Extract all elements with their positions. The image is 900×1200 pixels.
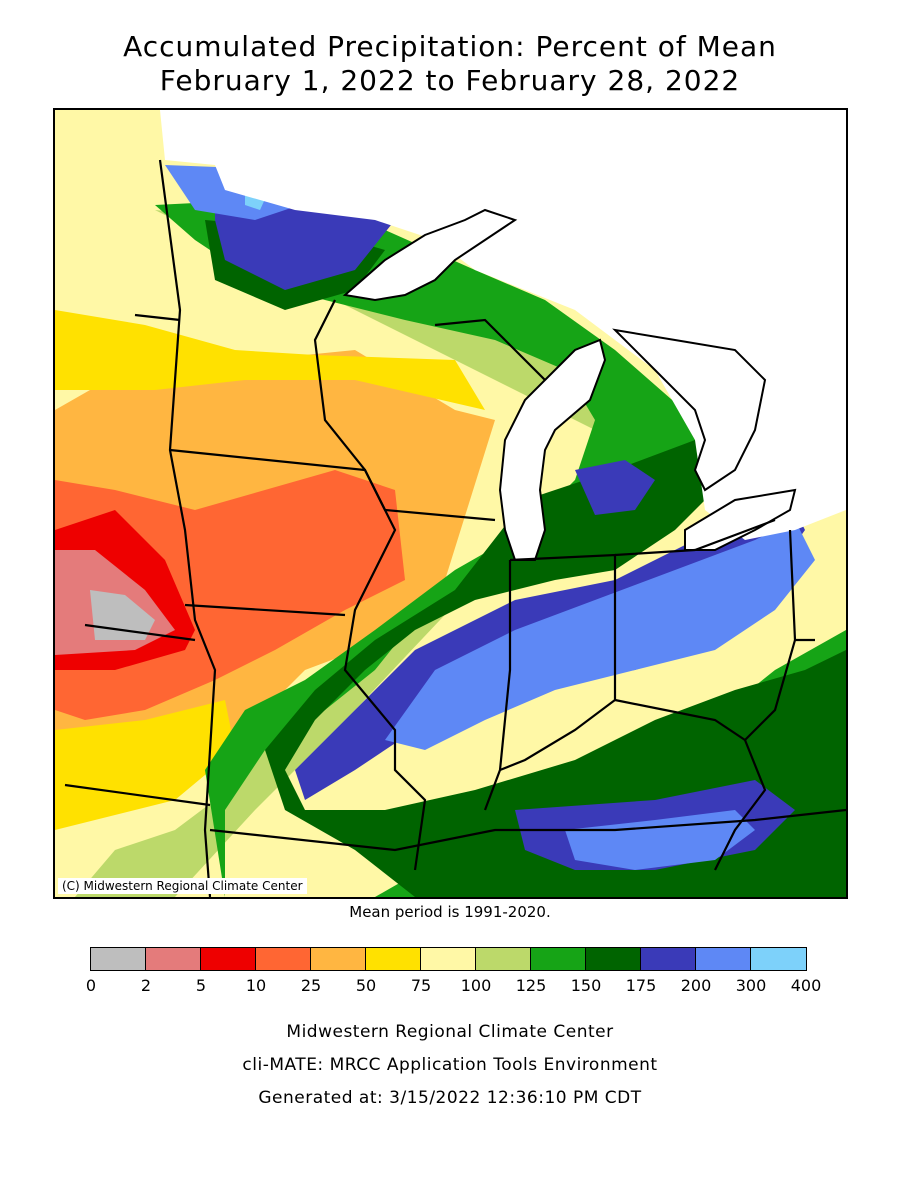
legend-color-bar: [90, 947, 807, 971]
border-2: [134, 313, 181, 322]
legend-tick-label: 100: [460, 976, 492, 995]
state-boundaries: [64, 159, 846, 897]
legend-tick-label: 400: [790, 976, 822, 995]
legend-tick-label: 10: [245, 976, 267, 995]
border-8: [313, 299, 427, 871]
color-legend: [90, 947, 807, 971]
canada-area: [55, 110, 846, 540]
legend-tick-label: 5: [195, 976, 207, 995]
legend-swatch: [476, 948, 531, 970]
legend-tick-labels: 0 2 5 10 25 50 75 100 125 150 175 200 300 400: [0, 976, 900, 1000]
lake-michigan: [498, 338, 607, 561]
border-1: [158, 159, 217, 897]
lake-huron: [612, 328, 767, 492]
legend-swatch: [586, 948, 641, 970]
legend-swatch: [201, 948, 256, 970]
legend-swatch: [531, 948, 586, 970]
legend-swatch: [641, 948, 696, 970]
legend-tick-label: 125: [515, 976, 547, 995]
legend-tick-label: 75: [410, 976, 432, 995]
border-11: [614, 518, 776, 557]
footer-generated-time: Generated at: 3/15/2022 12:36:10 PM CDT: [258, 1088, 642, 1108]
legend-swatch: [751, 948, 806, 970]
footer-tool-name: cli-MATE: MRCC Application Tools Environ…: [242, 1055, 658, 1075]
legend-swatch: [366, 948, 421, 970]
legend-swatch: [256, 948, 311, 970]
border-7: [209, 808, 846, 852]
border-9: [483, 560, 512, 811]
lake-superior: [342, 208, 518, 302]
legend-swatch: [421, 948, 476, 970]
legend-tick-label: 175: [625, 976, 657, 995]
legend-swatch: [696, 948, 751, 970]
legend-swatch: [311, 948, 366, 970]
legend-tick-label: 25: [300, 976, 322, 995]
map-title: Accumulated Precipitation: Percent of Me…: [123, 30, 777, 63]
border-10: [499, 553, 617, 772]
border-5: [84, 623, 196, 642]
legend-tick-label: 0: [85, 976, 97, 995]
legend-tick-label: 150: [570, 976, 602, 995]
map-date-range: February 1, 2022 to February 28, 2022: [159, 64, 741, 97]
legend-swatch: [146, 948, 201, 970]
mean-period-note: Mean period is 1991-2020.: [349, 903, 551, 921]
precipitation-map: (C) Midwestern Regional Climate Center: [53, 108, 848, 899]
region-175-200: [215, 180, 805, 870]
legend-tick-label: 50: [355, 976, 377, 995]
border-15: [434, 318, 546, 381]
border-14: [714, 739, 767, 871]
legend-tick-label: 300: [735, 976, 767, 995]
copyright-label: (C) Midwestern Regional Climate Center: [58, 878, 307, 894]
footer-organization: Midwestern Regional Climate Center: [286, 1022, 614, 1042]
region-100-125: [75, 210, 645, 897]
legend-swatch: [91, 948, 146, 970]
region-50-75: [55, 310, 485, 830]
legend-tick-label: 200: [680, 976, 712, 995]
map-canvas: [55, 110, 846, 897]
legend-tick-label: 2: [140, 976, 152, 995]
border-6: [64, 783, 211, 807]
border-4: [184, 603, 346, 617]
